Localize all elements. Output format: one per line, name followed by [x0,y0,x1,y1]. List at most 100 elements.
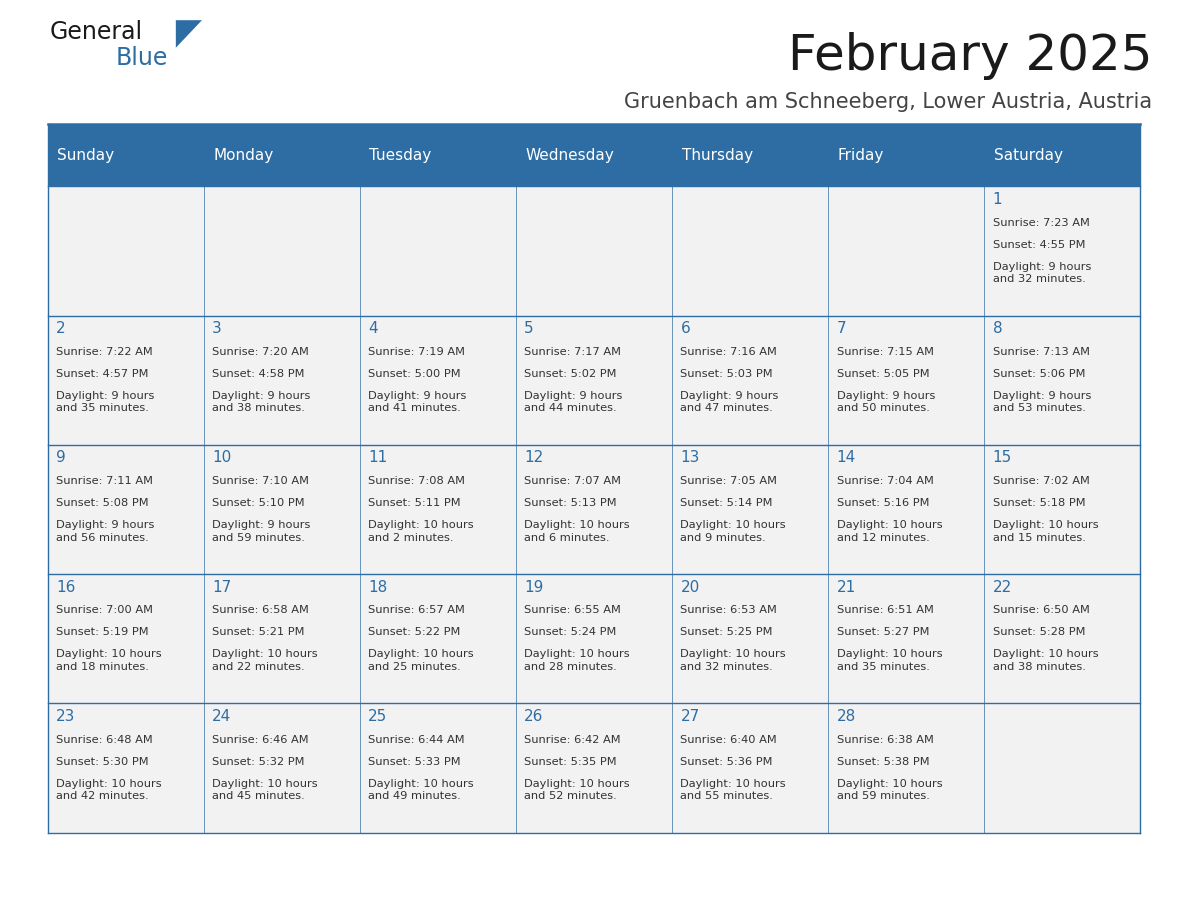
Text: Sunrise: 6:38 AM: Sunrise: 6:38 AM [836,734,934,744]
Bar [672,186,828,316]
Text: Sunrise: 6:51 AM: Sunrise: 6:51 AM [836,606,934,615]
Text: Sunrise: 7:07 AM: Sunrise: 7:07 AM [524,476,621,487]
Text: 3: 3 [211,321,222,336]
Bar [516,703,672,833]
Text: Sunset: 5:08 PM: Sunset: 5:08 PM [56,498,148,509]
Bar [672,575,828,703]
Polygon shape [176,20,202,48]
Text: Sunrise: 7:23 AM: Sunrise: 7:23 AM [993,218,1089,228]
Text: 4: 4 [368,321,378,336]
Text: Daylight: 10 hours
and 9 minutes.: Daylight: 10 hours and 9 minutes. [681,521,786,543]
Text: Daylight: 10 hours
and 52 minutes.: Daylight: 10 hours and 52 minutes. [524,778,630,801]
Bar [985,445,1140,575]
Text: Daylight: 10 hours
and 2 minutes.: Daylight: 10 hours and 2 minutes. [368,521,474,543]
Text: Sunrise: 6:46 AM: Sunrise: 6:46 AM [211,734,309,744]
Text: Sunset: 5:02 PM: Sunset: 5:02 PM [524,369,617,379]
Bar [203,703,360,833]
Bar [48,186,203,316]
Text: General: General [50,20,143,44]
Bar [985,316,1140,445]
Text: Daylight: 10 hours
and 55 minutes.: Daylight: 10 hours and 55 minutes. [681,778,786,801]
Text: 19: 19 [524,580,544,595]
Text: 24: 24 [211,709,232,724]
Bar [672,445,828,575]
Text: Sunset: 5:13 PM: Sunset: 5:13 PM [524,498,617,509]
Text: Sunrise: 7:15 AM: Sunrise: 7:15 AM [836,347,934,357]
Text: 11: 11 [368,451,387,465]
Text: 14: 14 [836,451,855,465]
Bar [672,316,828,445]
Text: Daylight: 10 hours
and 32 minutes.: Daylight: 10 hours and 32 minutes. [681,650,786,672]
Text: Daylight: 10 hours
and 59 minutes.: Daylight: 10 hours and 59 minutes. [836,778,942,801]
Text: 20: 20 [681,580,700,595]
Bar [360,703,516,833]
Text: Daylight: 9 hours
and 35 minutes.: Daylight: 9 hours and 35 minutes. [56,391,154,413]
Text: Daylight: 10 hours
and 42 minutes.: Daylight: 10 hours and 42 minutes. [56,778,162,801]
Text: Sunrise: 6:42 AM: Sunrise: 6:42 AM [524,734,621,744]
Text: Sunset: 5:19 PM: Sunset: 5:19 PM [56,628,148,637]
Bar [985,703,1140,833]
Text: Sunset: 5:35 PM: Sunset: 5:35 PM [524,756,617,767]
Text: 12: 12 [524,451,543,465]
Bar [828,575,985,703]
Text: 17: 17 [211,580,232,595]
Text: 7: 7 [836,321,846,336]
Text: Sunrise: 6:48 AM: Sunrise: 6:48 AM [56,734,152,744]
Text: 9: 9 [56,451,65,465]
Bar [516,575,672,703]
Text: Sunrise: 7:10 AM: Sunrise: 7:10 AM [211,476,309,487]
Text: Friday: Friday [838,148,884,162]
Text: Sunset: 5:36 PM: Sunset: 5:36 PM [681,756,773,767]
Text: Sunset: 5:03 PM: Sunset: 5:03 PM [681,369,773,379]
Text: Saturday: Saturday [994,148,1063,162]
Text: Sunrise: 6:58 AM: Sunrise: 6:58 AM [211,606,309,615]
Text: Blue: Blue [115,46,168,70]
Text: Sunday: Sunday [57,148,114,162]
Text: Sunset: 5:10 PM: Sunset: 5:10 PM [211,498,304,509]
Bar [48,124,1140,186]
Text: 21: 21 [836,580,855,595]
Text: Daylight: 10 hours
and 25 minutes.: Daylight: 10 hours and 25 minutes. [368,650,474,672]
Text: Daylight: 10 hours
and 35 minutes.: Daylight: 10 hours and 35 minutes. [836,650,942,672]
Text: Sunset: 5:38 PM: Sunset: 5:38 PM [836,756,929,767]
Bar [828,445,985,575]
Text: 13: 13 [681,451,700,465]
Text: Sunrise: 6:55 AM: Sunrise: 6:55 AM [524,606,621,615]
Text: Sunrise: 7:02 AM: Sunrise: 7:02 AM [993,476,1089,487]
Text: Daylight: 9 hours
and 53 minutes.: Daylight: 9 hours and 53 minutes. [993,391,1091,413]
Text: Daylight: 9 hours
and 47 minutes.: Daylight: 9 hours and 47 minutes. [681,391,779,413]
Text: Daylight: 9 hours
and 59 minutes.: Daylight: 9 hours and 59 minutes. [211,521,310,543]
Bar [48,703,203,833]
Text: Sunrise: 7:20 AM: Sunrise: 7:20 AM [211,347,309,357]
Bar [516,186,672,316]
Text: Sunrise: 7:04 AM: Sunrise: 7:04 AM [836,476,934,487]
Text: Sunrise: 6:50 AM: Sunrise: 6:50 AM [993,606,1089,615]
Bar [48,316,203,445]
Text: Sunset: 5:22 PM: Sunset: 5:22 PM [368,628,461,637]
Text: Wednesday: Wednesday [525,148,614,162]
Text: Sunset: 5:16 PM: Sunset: 5:16 PM [836,498,929,509]
Text: Daylight: 9 hours
and 56 minutes.: Daylight: 9 hours and 56 minutes. [56,521,154,543]
Bar [985,186,1140,316]
Text: Thursday: Thursday [682,148,753,162]
Text: 10: 10 [211,451,232,465]
Text: 26: 26 [524,709,544,724]
Text: Sunset: 5:21 PM: Sunset: 5:21 PM [211,628,304,637]
Text: Sunset: 5:06 PM: Sunset: 5:06 PM [993,369,1085,379]
Text: 27: 27 [681,709,700,724]
Text: Sunset: 5:25 PM: Sunset: 5:25 PM [681,628,773,637]
Text: 23: 23 [56,709,75,724]
Bar [360,445,516,575]
Text: Sunset: 5:05 PM: Sunset: 5:05 PM [836,369,929,379]
Text: Sunset: 5:32 PM: Sunset: 5:32 PM [211,756,304,767]
Bar [48,445,203,575]
Text: Sunset: 5:28 PM: Sunset: 5:28 PM [993,628,1085,637]
Bar [828,316,985,445]
Text: Daylight: 10 hours
and 28 minutes.: Daylight: 10 hours and 28 minutes. [524,650,630,672]
Text: Tuesday: Tuesday [369,148,431,162]
Text: 16: 16 [56,580,75,595]
Text: Daylight: 9 hours
and 38 minutes.: Daylight: 9 hours and 38 minutes. [211,391,310,413]
Text: Monday: Monday [213,148,273,162]
Text: Sunset: 5:11 PM: Sunset: 5:11 PM [368,498,461,509]
Text: Gruenbach am Schneeberg, Lower Austria, Austria: Gruenbach am Schneeberg, Lower Austria, … [624,92,1152,112]
